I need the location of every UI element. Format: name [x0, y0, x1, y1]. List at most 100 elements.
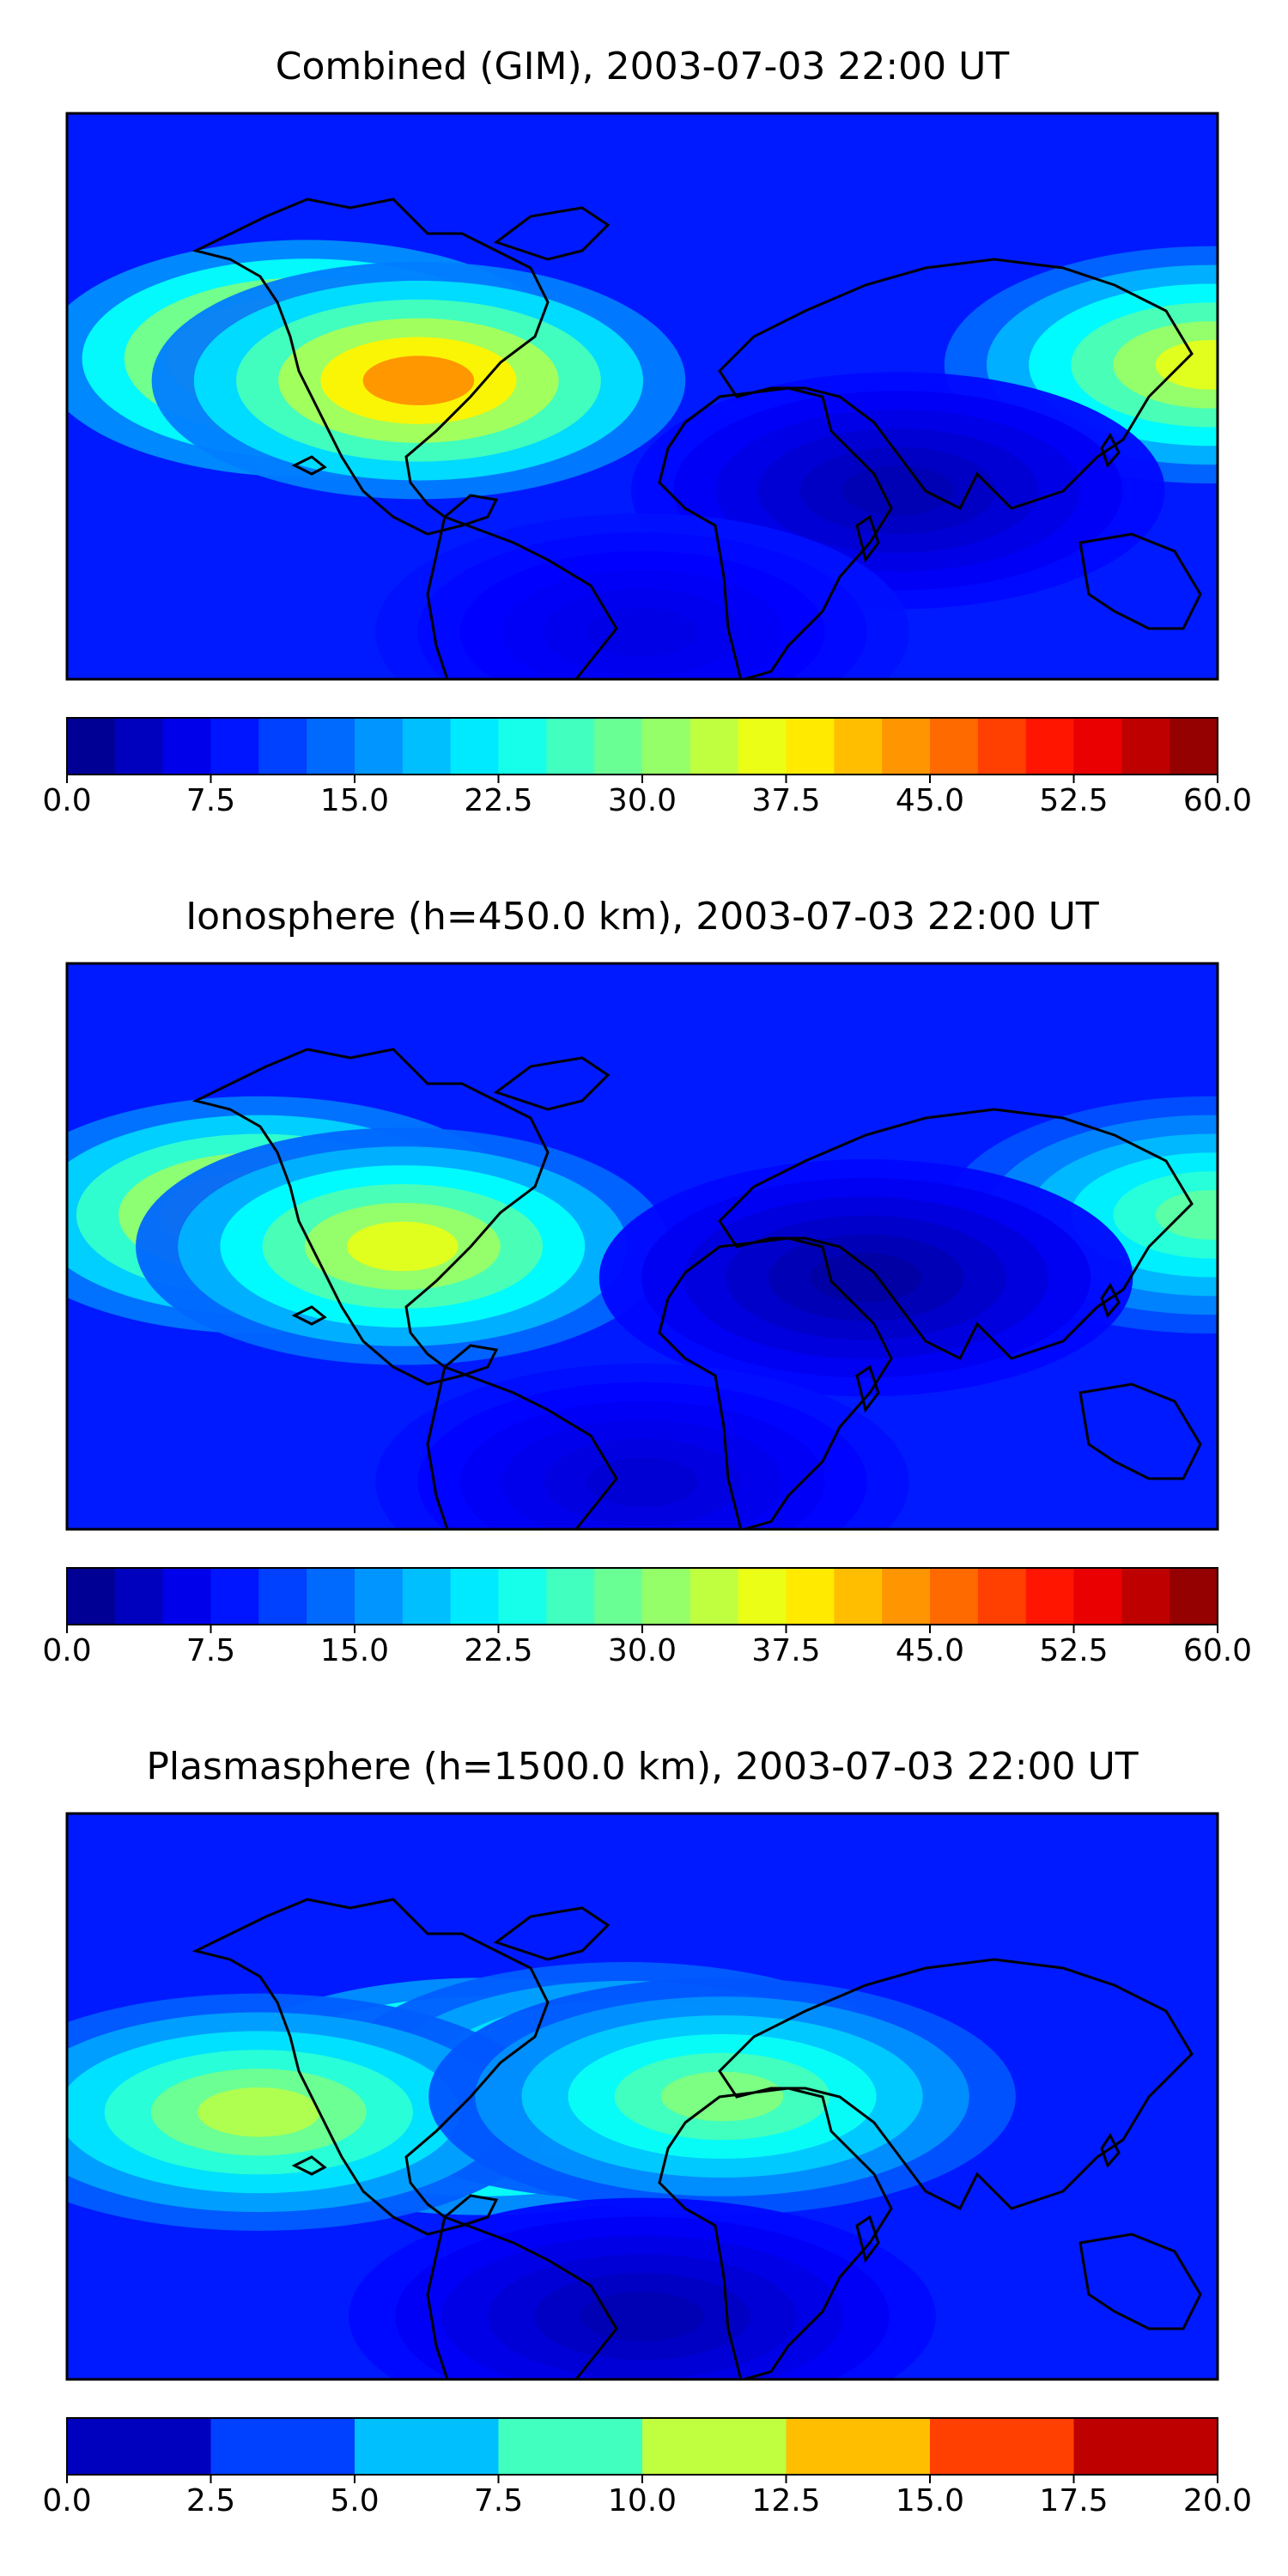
panel-title: Plasmasphere (h=1500.0 km), 2003-07-03 2… [146, 1745, 1138, 1789]
colorbar-segment [1121, 718, 1170, 775]
colorbar-tick-label: 30.0 [608, 1633, 677, 1668]
colorbar-tick-label: 7.5 [186, 1633, 235, 1668]
colorbar-tick-label: 5.0 [330, 2483, 379, 2518]
colorbar-segment [738, 718, 787, 775]
colorbar-tick-label: 52.5 [1039, 1633, 1108, 1668]
contour-5-6 [586, 1457, 698, 1507]
colorbar-segment [210, 718, 259, 775]
contour-3-6 [197, 2087, 320, 2137]
contour-4-6 [810, 1253, 922, 1303]
colorbar-tick-label: 12.5 [751, 2483, 820, 2518]
colorbar-tick-label: 30.0 [608, 783, 677, 818]
colorbar-segment [1170, 1568, 1218, 1625]
colorbar-tick-label: 52.5 [1039, 783, 1108, 818]
colorbar-tick-label: 45.0 [896, 783, 964, 818]
colorbar-segment [355, 1568, 404, 1625]
colorbar-segment [834, 718, 883, 775]
colorbar-segment [690, 1568, 739, 1625]
colorbar-segment [498, 718, 547, 775]
colorbar-segment [1073, 718, 1122, 775]
colorbar-segment [402, 718, 452, 775]
colorbar-segment [1025, 1568, 1075, 1625]
colorbar-segment [162, 718, 212, 775]
colorbar-segment [1025, 718, 1075, 775]
colorbar-segment [450, 1568, 500, 1625]
colorbar-segment [114, 718, 164, 775]
colorbar-segment [930, 2418, 1075, 2475]
colorbar: 0.0 2.5 5.0 7.5 10.0 12.5 15.0 17.5 20.0 [42, 2417, 1252, 2518]
contour-3-6 [1155, 340, 1218, 390]
colorbar-tick-label: 0.0 [42, 783, 91, 818]
colorbar-tick-label: 0.0 [42, 2483, 91, 2518]
colorbar-segment [355, 718, 404, 775]
colorbar-segment [594, 1568, 643, 1625]
colorbar-tick-label: 37.5 [751, 783, 820, 818]
colorbar-segment [977, 718, 1027, 775]
colorbar-segment [210, 2418, 355, 2475]
colorbar-segment [402, 1568, 452, 1625]
colorbar-segment [1121, 1568, 1170, 1625]
colorbar-segment [882, 718, 931, 775]
colorbar-segment [498, 2418, 643, 2475]
colorbar-tick-label: 20.0 [1183, 2483, 1252, 2518]
panel-title: Combined (GIM), 2003-07-03 22:00 UT [276, 45, 1010, 88]
colorbar-segment [67, 1568, 116, 1625]
contour-4-6 [841, 465, 954, 516]
colorbar-segment [355, 2418, 500, 2475]
colorbar-segment [882, 1568, 931, 1625]
map-field [67, 1814, 1218, 2379]
panel-title: Ionosphere (h=450.0 km), 2003-07-03 22:0… [185, 895, 1099, 939]
colorbar-segment [594, 718, 643, 775]
panel-3: Plasmasphere (h=1500.0 km), 2003-07-03 2… [42, 1745, 1252, 2518]
colorbar-segment [642, 1568, 691, 1625]
colorbar-tick-label: 17.5 [1039, 2483, 1108, 2518]
colorbar-segment [67, 2418, 212, 2475]
colorbar-segment [210, 1568, 259, 1625]
colorbar-segment [67, 718, 116, 775]
colorbar-tick-label: 15.0 [320, 1633, 389, 1668]
map-frame [65, 1812, 1219, 2381]
colorbar-tick-label: 60.0 [1183, 1633, 1252, 1668]
colorbar-tick-label: 7.5 [186, 783, 235, 818]
colorbar-tick-label: 37.5 [751, 1633, 820, 1668]
colorbar-segment [738, 1568, 787, 1625]
panel-2: Ionosphere (h=450.0 km), 2003-07-03 22:0… [42, 895, 1252, 1668]
colorbar-segment [498, 1568, 547, 1625]
colorbar-tick-label: 22.5 [464, 1633, 532, 1668]
colorbar-segment [1170, 718, 1218, 775]
map-frame [65, 962, 1219, 1531]
colorbar-tick-label: 45.0 [896, 1633, 964, 1668]
colorbar-segment [1073, 2418, 1218, 2475]
colorbar: 0.0 7.5 15.0 22.5 30.0 37.5 45.0 52.5 60.0 [42, 1567, 1252, 1668]
colorbar-segment [786, 2418, 931, 2475]
colorbar-tick-label: 7.5 [474, 2483, 523, 2518]
colorbar-segment [307, 1568, 355, 1625]
colorbar-segment [690, 718, 739, 775]
colorbar-segment [546, 1568, 595, 1625]
colorbar-segment [977, 1568, 1027, 1625]
colorbar-segment [114, 1568, 164, 1625]
colorbar-segment [834, 1568, 883, 1625]
colorbar-segment [642, 2418, 787, 2475]
panel-1: Combined (GIM), 2003-07-03 22:00 UT 0.0 7.… [42, 45, 1252, 818]
colorbar-segment [786, 1568, 835, 1625]
colorbar-tick-label: 10.0 [608, 2483, 677, 2518]
colorbar-segment [450, 718, 500, 775]
colorbar-segment [1073, 1568, 1122, 1625]
map-field [67, 963, 1218, 1529]
colorbar-segment [642, 718, 691, 775]
colorbar-tick-label: 22.5 [464, 783, 532, 818]
colorbar-segment [786, 718, 835, 775]
colorbar-segment [930, 718, 979, 775]
colorbar-segment [930, 1568, 979, 1625]
colorbar-segment [258, 718, 307, 775]
colorbar-segment [258, 1568, 307, 1625]
colorbar-tick-label: 2.5 [186, 2483, 235, 2518]
map-frame [65, 112, 1219, 681]
colorbar-segment [162, 1568, 212, 1625]
contour-5-6 [586, 607, 698, 657]
colorbar-segment [546, 718, 595, 775]
colorbar-tick-label: 15.0 [896, 2483, 964, 2518]
colorbar-tick-label: 15.0 [320, 783, 389, 818]
